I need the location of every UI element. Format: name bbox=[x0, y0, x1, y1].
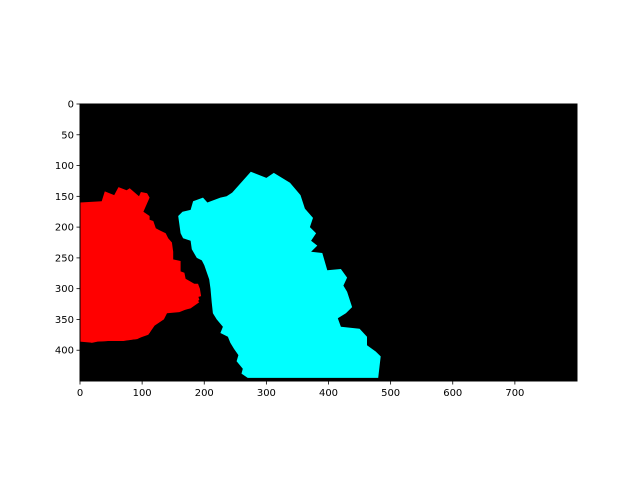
x-tick-label: 200 bbox=[195, 388, 214, 399]
x-tick-label: 500 bbox=[381, 388, 400, 399]
y-tick-label: 300 bbox=[55, 284, 74, 295]
y-tick-label: 100 bbox=[55, 161, 74, 172]
y-tick-label: 50 bbox=[61, 130, 74, 141]
x-tick-label: 0 bbox=[77, 388, 83, 399]
y-tick-label: 250 bbox=[55, 253, 74, 264]
x-tick-label: 300 bbox=[257, 388, 276, 399]
x-tick-label: 700 bbox=[505, 388, 524, 399]
y-tick-label: 350 bbox=[55, 315, 74, 326]
cyan-region bbox=[178, 171, 381, 378]
x-tick-label: 600 bbox=[443, 388, 462, 399]
y-tick-label: 150 bbox=[55, 192, 74, 203]
x-tick-label: 400 bbox=[319, 388, 338, 399]
axes: 0 100 200 300 400 500 600 700 0 50 100 150 200 250 300… bbox=[55, 100, 578, 399]
y-tick-label: 200 bbox=[55, 223, 74, 234]
image-area bbox=[80, 104, 577, 381]
x-tick-label: 100 bbox=[133, 388, 152, 399]
red-region-lower bbox=[80, 238, 200, 343]
y-tick-label: 0 bbox=[68, 100, 74, 111]
y-tick-label: 400 bbox=[55, 346, 74, 357]
